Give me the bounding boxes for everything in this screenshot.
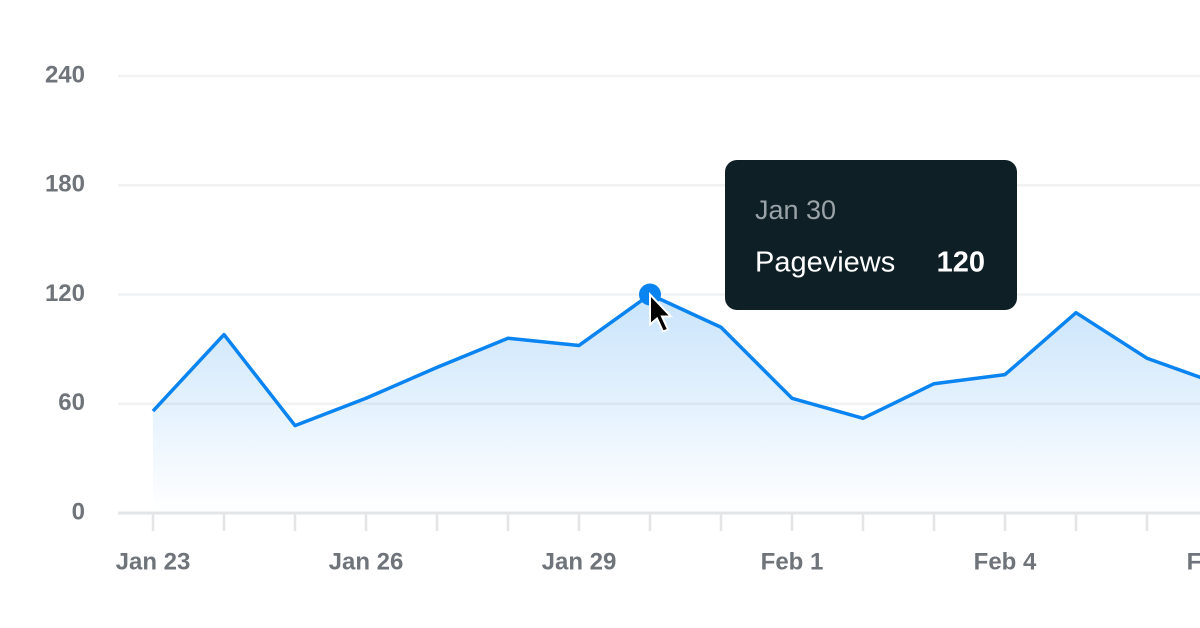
x-tick-label: Jan 29 xyxy=(542,548,617,575)
tooltip-title: Jan 30 xyxy=(755,195,836,225)
x-tick-label: Feb 1 xyxy=(761,548,824,575)
line xyxy=(151,292,1200,428)
tooltip-series: Pageviews xyxy=(755,247,895,279)
y-tick-label: 120 xyxy=(45,280,85,307)
x-tick-label: Jan 23 xyxy=(116,548,191,575)
y-tick-label: 240 xyxy=(45,61,85,88)
y-tick-label: 60 xyxy=(58,389,85,416)
x-tick-label: Jan 26 xyxy=(329,548,404,575)
area-fill xyxy=(153,294,1200,513)
cursor xyxy=(649,292,674,333)
tooltip-box xyxy=(725,160,1017,310)
x-tick-label: Feb 4 xyxy=(974,548,1037,575)
y-tick-label: 180 xyxy=(45,171,85,198)
tooltip-value: 120 xyxy=(937,247,985,279)
y-tick-label: 0 xyxy=(72,498,85,525)
tooltip: Jan 30 Pageviews 120 xyxy=(725,160,1017,310)
x-tick-label: Feb 7 xyxy=(1187,548,1200,575)
